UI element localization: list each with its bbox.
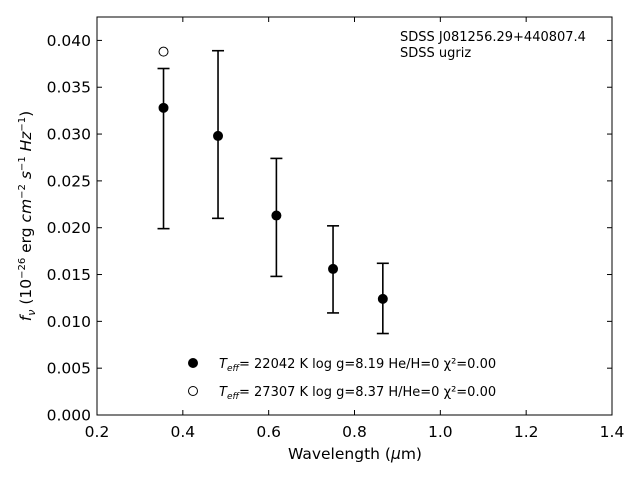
y-tick-label: 0.020 — [47, 219, 91, 237]
y-tick-label: 0.005 — [47, 360, 91, 378]
x-axis-title: Wavelength (μm) — [288, 445, 422, 463]
data-point-open — [158, 46, 169, 57]
data-point-filled — [328, 263, 339, 274]
legend-marker-open — [188, 386, 198, 396]
x-tick-label: 1.0 — [428, 423, 453, 441]
data-point-filled — [213, 130, 224, 141]
y-tick-label: 0.030 — [47, 126, 91, 144]
legend-label-0: Teff= 22042 K log g=8.19 He/H=0 χ²=0.00 — [219, 357, 496, 374]
legend-marker-filled — [188, 358, 198, 368]
x-tick-label: 0.2 — [85, 423, 110, 441]
legend: Teff= 22042 K log g=8.19 He/H=0 χ²=0.00 … — [188, 357, 496, 402]
data-point-filled — [271, 210, 282, 221]
object-name-annotation: SDSS J081256.29+440807.4 — [400, 30, 586, 45]
x-tick-label: 0.4 — [171, 423, 196, 441]
x-tick-label: 0.6 — [256, 423, 281, 441]
y-tick-label: 0.035 — [47, 79, 91, 97]
y-tick-label: 0.000 — [47, 407, 91, 425]
data-point-filled — [377, 293, 388, 304]
y-tick-label: 0.025 — [47, 172, 91, 190]
legend-rest-0: = 22042 K log g=8.19 He/H=0 χ²=0.00 — [239, 357, 496, 372]
legend-rest-1: = 27307 K log g=8.37 H/He=0 χ²=0.00 — [239, 385, 496, 400]
x-tick-label: 1.4 — [600, 423, 625, 441]
y-tick-label: 0.040 — [47, 32, 91, 50]
y-tick-label: 0.015 — [47, 266, 91, 284]
x-tick-label: 1.2 — [514, 423, 539, 441]
y-axis-title: fν (10−26 erg cm−2 s−1 Hz−1) — [17, 111, 38, 321]
data-point-filled — [158, 102, 169, 113]
y-tick-label: 0.010 — [47, 313, 91, 331]
filter-set-annotation: SDSS ugriz — [400, 46, 471, 61]
plot-frame — [96, 16, 613, 416]
legend-label-1: Teff= 27307 K log g=8.37 H/He=0 χ²=0.00 — [219, 385, 496, 402]
x-tick-label: 0.8 — [342, 423, 367, 441]
